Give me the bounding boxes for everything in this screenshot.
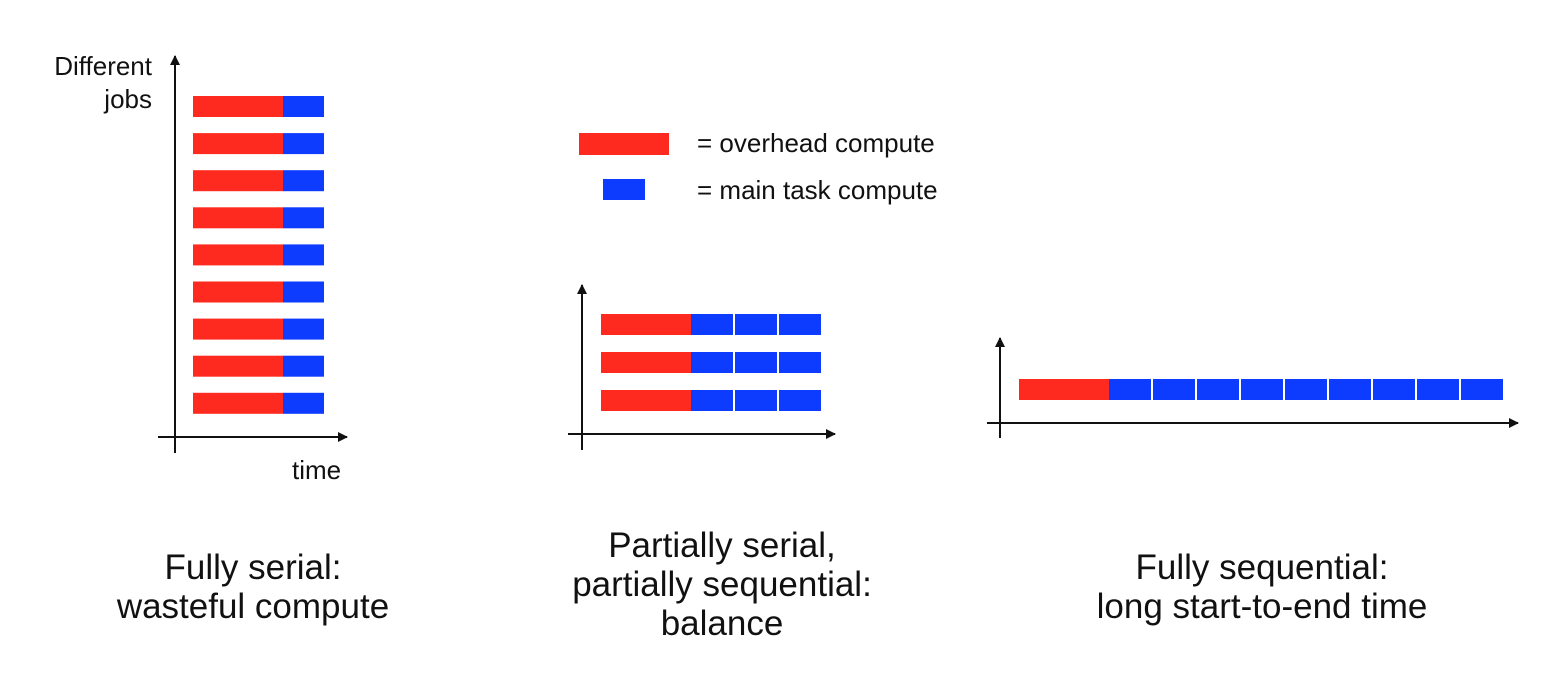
overhead-block [601,314,691,335]
main-task-block [1197,379,1239,400]
overhead-block [193,170,283,192]
caption-line: balance [660,604,784,643]
main-task-block [1373,379,1415,400]
overhead-block [1019,379,1109,400]
main-task-block [283,281,324,303]
main-task-block [283,96,324,117]
caption-line: Fully sequential: [1135,548,1389,587]
caption-line: long start-to-end time [1096,587,1428,626]
overhead-block [601,352,691,373]
overhead-block [193,244,283,266]
legend-overhead-label: = overhead compute [697,128,935,158]
panel-fully-serial [158,55,348,453]
overhead-block [193,281,283,303]
y-axis-label-line-2: jobs [104,84,152,114]
main-task-block [735,390,777,411]
main-task-block [1153,379,1195,400]
caption-fully-sequential: Fully sequential: long start-to-end time [1032,548,1492,626]
main-task-block [691,314,733,335]
main-task-block [283,392,324,414]
y-axis-label: Different jobs [20,50,152,116]
job-rows [601,314,821,411]
main-task-block [735,352,777,373]
main-task-block [283,355,324,377]
overhead-block [601,390,691,411]
y-axis-label-line-1: Different [54,51,152,81]
panel-partially-serial [568,284,836,450]
job-rows [1019,379,1503,400]
overhead-block [193,355,283,377]
main-task-block [779,390,821,411]
main-task-block [735,314,777,335]
caption-line: partially sequential: [572,565,872,604]
overhead-block [193,96,283,117]
legend-overhead-swatch [579,133,669,155]
caption-line: wasteful compute [116,587,390,626]
caption-fully-serial: Fully serial: wasteful compute [53,548,453,626]
overhead-block [193,133,283,155]
main-task-block [283,133,324,155]
main-task-block [283,207,324,229]
overhead-block [193,207,283,229]
main-task-block [779,352,821,373]
main-task-block [779,314,821,335]
main-task-block [1109,379,1151,400]
main-task-block [1329,379,1371,400]
x-axis-label: time [292,455,342,485]
main-task-block [1461,379,1503,400]
main-task-block [283,318,324,340]
caption-line: Fully serial: [164,548,342,587]
legend [579,133,669,200]
legend-main-task-label: = main task compute [697,175,938,205]
panel-fully-sequential [987,337,1519,438]
main-task-block [1285,379,1327,400]
main-task-block [691,352,733,373]
main-task-block [283,244,324,266]
caption-line: Partially serial, [608,526,836,565]
main-task-block [1417,379,1459,400]
main-task-block [691,390,733,411]
overhead-block [193,318,283,340]
main-task-block [283,170,324,192]
main-task-block [1241,379,1283,400]
caption-partially-serial: Partially serial, partially sequential: … [522,526,922,643]
legend-main-task-swatch [603,179,645,200]
overhead-block [193,392,283,414]
job-rows [193,96,324,414]
